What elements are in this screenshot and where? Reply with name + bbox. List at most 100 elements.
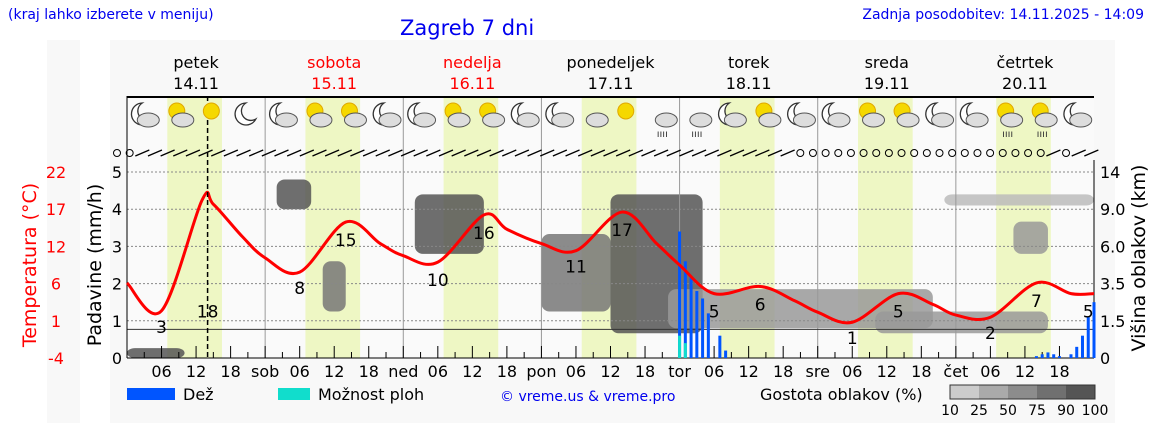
density-step-label: 50: [999, 403, 1017, 419]
x-tick-label: 18: [497, 362, 517, 381]
wind-barb-icon: [691, 149, 707, 157]
wind-barb-icon: [1071, 149, 1086, 157]
cloud-icon: [896, 112, 920, 128]
wind-barb-icon: [438, 149, 454, 157]
wind-calm-icon: [1011, 149, 1020, 157]
wind-calm-icon: [125, 149, 134, 157]
wind-barb-icon: [248, 149, 264, 157]
wind-calm-icon: [113, 149, 121, 157]
temperature-label: 16: [473, 224, 495, 244]
credit-link[interactable]: © vreme.us & vreme.pro: [500, 389, 675, 405]
temperature-line: [125, 190, 1095, 325]
wind-barb-icon: [704, 149, 719, 157]
wind-barb-icon: [539, 149, 555, 157]
cloud-height-tick-label: 1.5: [1100, 312, 1125, 331]
temperature-label: 5: [1083, 303, 1094, 323]
temp-tick-label: -4: [48, 349, 64, 368]
wind-barb-icon: [223, 149, 239, 157]
temp-axis-title: Temperatura (°C): [19, 183, 41, 348]
wind-barb-icon: [1084, 149, 1099, 157]
wind-calm-icon: [960, 149, 969, 157]
x-tick-label: 12: [600, 362, 620, 381]
wind-barb-icon: [755, 149, 770, 157]
x-tick-label: 06: [566, 362, 586, 381]
rain-bar: [706, 313, 710, 358]
wind-barb-icon: [173, 149, 188, 157]
wind-barb-icon: [185, 149, 201, 157]
rain-bar: [1080, 335, 1084, 358]
x-tick-day-label: sob: [251, 362, 279, 381]
wind-barb-icon: [729, 149, 745, 157]
cloud-icon: [862, 112, 886, 128]
day-date: 16.11: [449, 74, 495, 93]
day-date: 15.11: [311, 74, 357, 93]
legend-rain-label: Dež: [183, 385, 214, 404]
rain-bar: [1057, 356, 1061, 358]
temperature-label: 15: [335, 231, 357, 251]
location-hint[interactable]: (kraj lahko izberete v meniju): [8, 7, 214, 23]
cloud-height-tick-label: 3.5: [1100, 275, 1125, 294]
cloud-region: [875, 311, 1048, 334]
cloud-icon: [723, 112, 747, 128]
x-tick-label: 18: [635, 362, 655, 381]
cloud-height-tick-label: 9.0: [1100, 200, 1125, 219]
wind-barb-icon: [603, 149, 618, 157]
wind-barb-icon: [274, 149, 289, 157]
cloud-icon: [1000, 112, 1024, 128]
temperature-label: 3: [156, 318, 167, 338]
wind-calm-icon: [897, 149, 906, 157]
wind-barb-icon: [451, 149, 466, 157]
x-tick-label: 06: [289, 362, 309, 381]
wind-calm-icon: [796, 149, 805, 157]
x-tick-label: 06: [842, 362, 862, 381]
density-swatch: [1066, 385, 1095, 399]
legend-density-title: Gostota oblakov (%): [760, 385, 923, 404]
rain-bar: [1040, 354, 1044, 358]
wind-barb-icon: [388, 149, 403, 157]
wind-barb-icon: [160, 149, 175, 157]
cloud-icon: [792, 112, 816, 128]
cloud-region: [1013, 221, 1048, 254]
density-step-label: 10: [941, 403, 959, 419]
temp-tick-label: 6: [51, 275, 61, 294]
wind-barb-icon: [147, 149, 163, 157]
cloud-height-tick-label: 0: [1100, 349, 1110, 368]
day-date: 14.11: [173, 74, 219, 93]
cloud-region: [541, 234, 611, 312]
temperature-label: 5: [893, 303, 904, 323]
precip-tick-label: 1: [112, 312, 122, 331]
x-tick-label: 18: [1049, 362, 1069, 381]
day-date: 17.11: [588, 74, 634, 93]
day-name: nedelja: [443, 53, 502, 72]
wind-barb-icon: [527, 149, 542, 157]
precip-tick-label: 2: [112, 275, 122, 294]
wind-barb-icon: [552, 149, 568, 157]
density-step-label: 90: [1057, 403, 1075, 419]
wind-calm-icon: [948, 149, 957, 157]
rain-bar: [701, 298, 705, 358]
wind-calm-icon: [821, 149, 830, 157]
moon-icon: [234, 102, 258, 126]
cloud-region: [944, 194, 1094, 206]
cloud-region: [668, 289, 933, 329]
temperature-label: 7: [1031, 292, 1042, 312]
wind-barb-icon: [324, 149, 340, 157]
cloud-icon: [654, 112, 678, 128]
legend-showers-swatch: [278, 388, 310, 400]
wind-barb-icon: [337, 149, 353, 157]
x-tick-label: 12: [462, 362, 482, 381]
top-border: [127, 96, 1094, 98]
x-tick-label: 18: [911, 362, 931, 381]
x-tick-label: 18: [773, 362, 793, 381]
wind-barb-icon: [210, 149, 226, 157]
density-step-label: 100: [1082, 403, 1109, 419]
cloud-height-axis-title: Višina oblakov (km): [1128, 165, 1150, 352]
cloud-icon: [931, 112, 955, 128]
temperature-label: 10: [427, 271, 449, 291]
rain-bar: [1092, 302, 1096, 358]
shower-bar: [683, 343, 687, 358]
x-tick-label: 12: [877, 362, 897, 381]
x-tick-label: 12: [324, 362, 344, 381]
temp-tick-label: 1: [51, 312, 61, 331]
